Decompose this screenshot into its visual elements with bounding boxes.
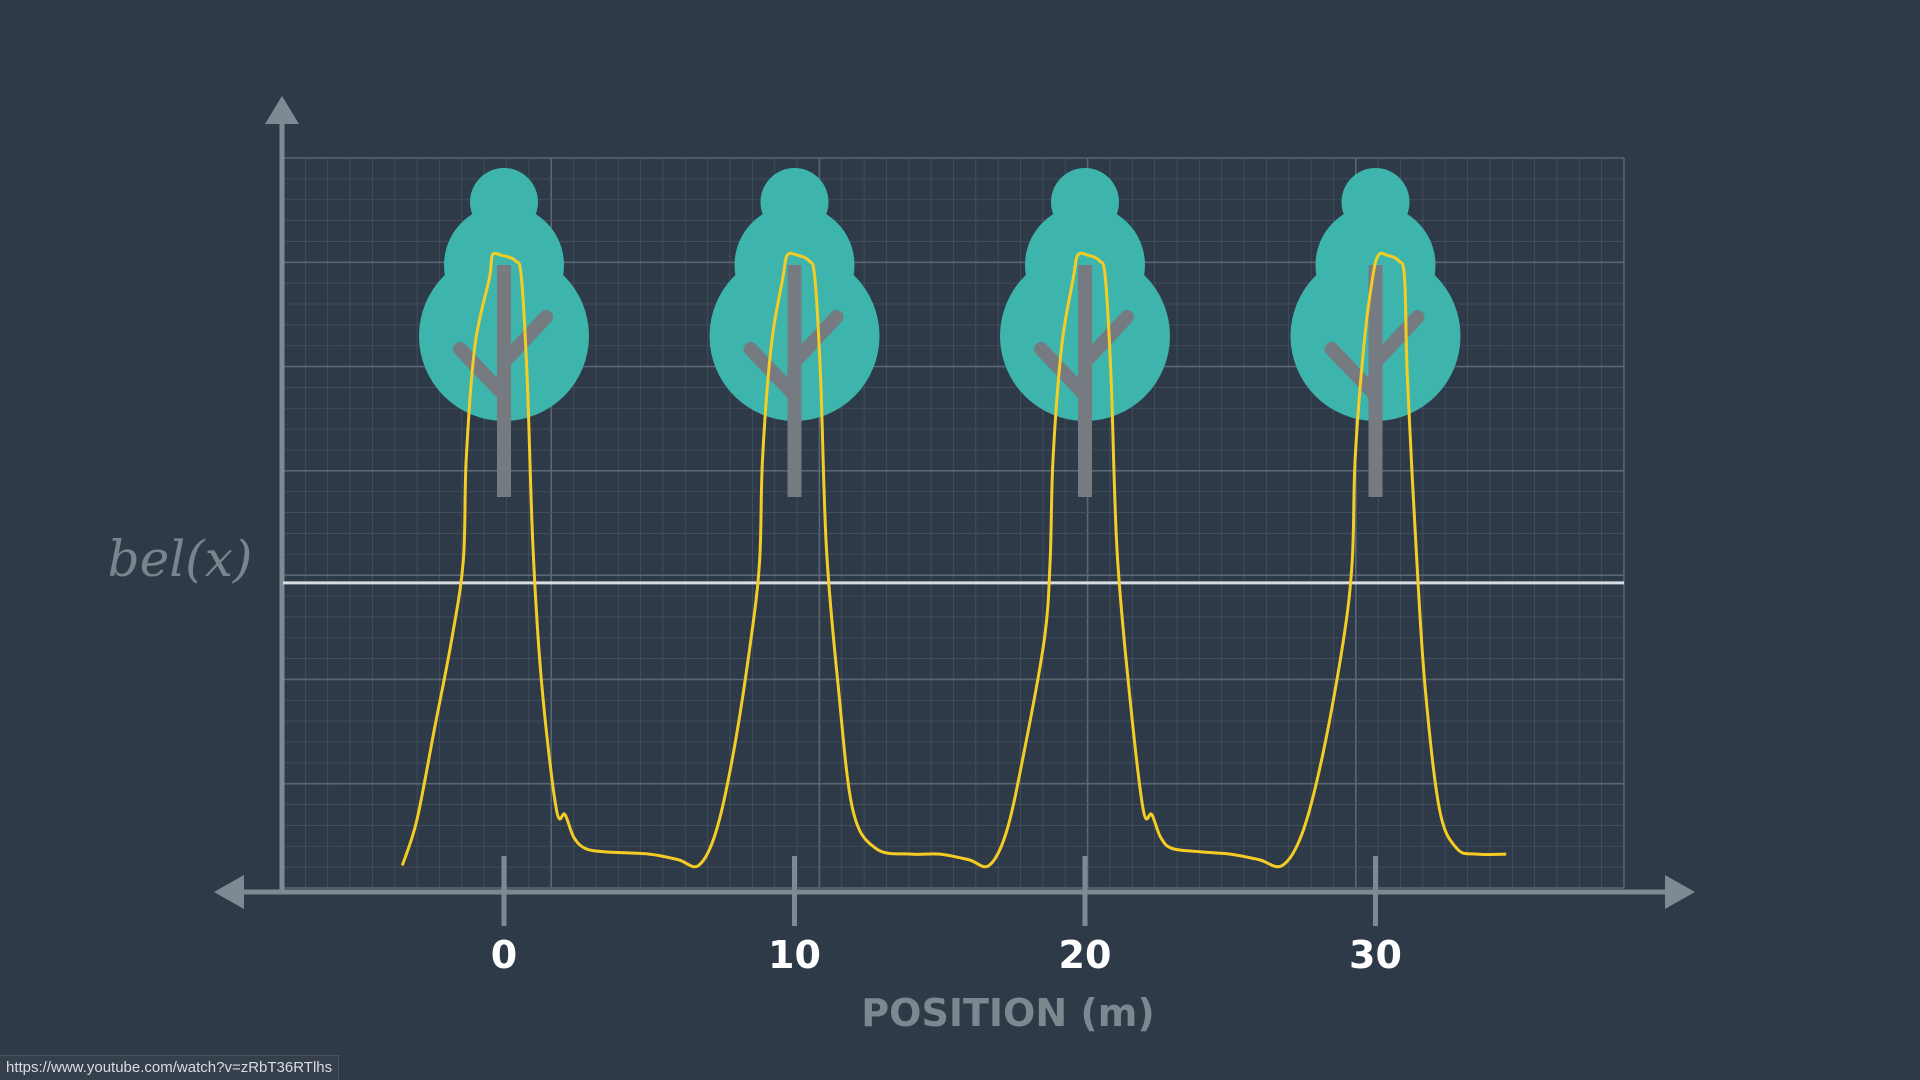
status-bar-url: https://www.youtube.com/watch?v=zRbT36RT…	[0, 1055, 340, 1080]
x-tick-label: 30	[1349, 933, 1402, 977]
y-axis-arrow-up	[265, 96, 299, 124]
tree-icon	[419, 168, 589, 497]
trees-layer	[419, 168, 1461, 497]
x-tick-group: 0 10 20 30	[491, 856, 1402, 977]
tree-icon	[1290, 168, 1461, 497]
x-axis-title: POSITION (m)	[861, 991, 1154, 1035]
x-tick-label: 0	[491, 933, 517, 977]
tree-icon	[709, 168, 880, 497]
x-axis-arrow-left	[214, 875, 244, 909]
x-tick-label: 10	[768, 933, 821, 977]
y-axis-title: bel(x)	[108, 530, 253, 588]
x-axis-arrow-right	[1665, 875, 1695, 909]
belief-curve	[400, 251, 1507, 869]
tree-icon	[1000, 168, 1170, 497]
x-tick-label: 20	[1059, 933, 1112, 977]
chart-axes	[214, 96, 1695, 909]
